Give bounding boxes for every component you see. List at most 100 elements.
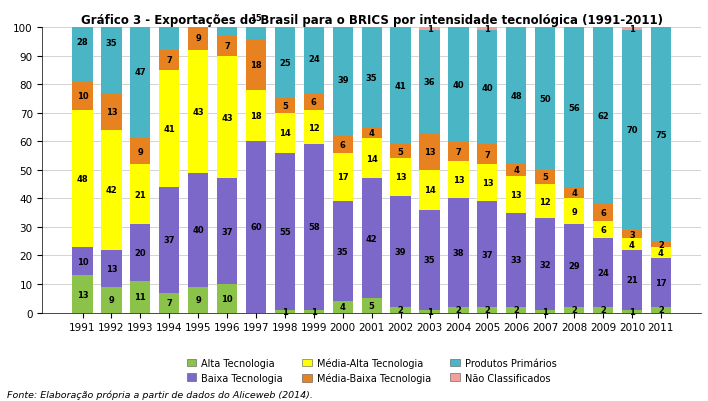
Text: 5: 5 [542,173,548,182]
Bar [535,219,555,310]
Text: 10: 10 [76,92,88,101]
Bar [101,287,122,313]
Text: 4: 4 [629,240,635,249]
Bar [419,134,440,170]
Bar [217,179,237,284]
Bar [448,28,469,142]
Text: 7: 7 [455,148,462,156]
Text: 7: 7 [166,298,172,307]
Text: 48: 48 [76,174,88,183]
Bar [419,28,440,31]
Bar [535,28,555,170]
Bar [362,298,382,313]
Text: 42: 42 [366,234,377,243]
Text: 2: 2 [513,306,519,314]
Text: 1: 1 [484,25,491,34]
Text: Fonte: Elaboração própria a partir de dados do Aliceweb (2014).: Fonte: Elaboração própria a partir de da… [7,389,313,399]
Bar [391,307,411,313]
Text: 14: 14 [366,154,377,164]
Bar [477,145,498,165]
Text: 13: 13 [395,173,406,182]
Bar [275,113,295,153]
Bar [130,165,151,225]
Text: 39: 39 [395,247,406,256]
Bar [622,239,642,250]
Bar [188,25,208,51]
Text: 6: 6 [600,209,606,218]
Text: 6: 6 [600,226,606,235]
Text: 11: 11 [135,293,147,302]
Bar [362,179,382,298]
Text: 9: 9 [571,207,577,216]
Bar [101,131,122,250]
Bar [564,307,584,313]
Bar [593,28,613,205]
Text: 17: 17 [337,173,348,182]
Text: 2: 2 [658,306,664,314]
Text: 14: 14 [279,129,291,138]
Text: 40: 40 [481,83,493,92]
Text: 58: 58 [308,223,320,232]
Bar [477,307,498,313]
Text: 1: 1 [311,307,316,316]
Bar [362,128,382,139]
Text: 70: 70 [626,126,638,135]
Bar [362,28,382,128]
Bar [419,31,440,134]
Text: 50: 50 [539,95,551,104]
Bar [622,250,642,310]
Text: 12: 12 [308,123,320,132]
Bar [419,170,440,210]
Bar [535,310,555,313]
Text: 56: 56 [569,103,580,112]
Bar [622,28,642,31]
Text: 25: 25 [279,59,291,68]
Bar [130,282,151,313]
Bar [535,170,555,184]
Bar [506,213,527,307]
Bar [246,91,266,142]
Bar [506,28,527,165]
Bar [564,199,584,225]
Text: 48: 48 [510,92,522,101]
Text: 18: 18 [250,61,262,69]
Text: 36: 36 [423,78,435,87]
Bar [130,5,151,139]
Text: 37: 37 [481,250,493,259]
Text: 1: 1 [542,307,548,316]
Text: 1: 1 [629,25,635,34]
Text: 13: 13 [452,176,464,185]
Bar [159,188,179,293]
Text: 9: 9 [195,296,201,304]
Text: 38: 38 [452,249,464,257]
Bar [651,241,671,247]
Text: 35: 35 [105,39,118,48]
Text: 75: 75 [655,130,667,139]
Text: 37: 37 [164,236,175,245]
Text: 41: 41 [395,82,406,91]
Bar [159,0,179,51]
Text: 43: 43 [222,113,233,122]
Text: 17: 17 [655,278,667,288]
Bar [564,225,584,307]
Bar [188,287,208,313]
Bar [304,145,324,310]
Bar [72,276,93,313]
Bar [593,205,613,222]
Bar [419,210,440,310]
Bar [72,2,93,82]
Text: 9: 9 [137,148,143,156]
Bar [419,310,440,313]
Bar [651,307,671,313]
Bar [622,31,642,230]
Text: 10: 10 [76,257,88,266]
Text: 1: 1 [427,307,433,316]
Bar [564,28,584,188]
Text: 9: 9 [108,296,114,304]
Text: 5: 5 [282,102,288,111]
Text: 60: 60 [250,223,262,232]
Text: 4: 4 [340,303,346,312]
Text: 4: 4 [571,189,577,198]
Text: 7: 7 [224,42,230,51]
Text: 4: 4 [658,249,664,257]
